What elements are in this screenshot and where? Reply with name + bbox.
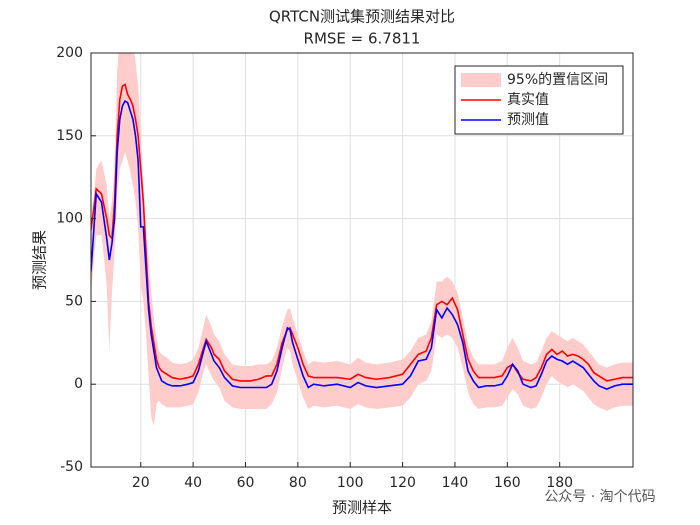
y-tick-label: 150 [56,128,83,144]
chart-subtitle: RMSE = 6.7811 [304,30,421,48]
y-tick-label: 200 [56,45,83,61]
x-tick-label: 140 [442,475,469,491]
x-tick-label: 80 [289,475,307,491]
axes-box [90,52,634,468]
y-tick-label: 0 [74,376,83,392]
x-tick-label: 120 [389,475,416,491]
x-tick-label: 20 [132,475,150,491]
legend-label: 真实值 [507,92,549,108]
series-line [91,83,633,382]
legend-swatch [461,73,501,87]
y-axis-label: 预测结果 [31,230,49,290]
y-tick-label: 100 [56,211,83,227]
chart-title: QRTCN测试集预测结果对比 [269,8,455,26]
legend-label: 95%的置信区间 [507,72,608,88]
x-tick-label: 160 [494,475,521,491]
x-tick-label: 40 [184,475,202,491]
legend-label: 预测值 [507,112,549,128]
watermark: 公众号 · 淘个代码 [544,489,655,505]
x-tick-label: 180 [546,475,573,491]
y-tick-label: 50 [65,293,83,309]
x-tick-label: 60 [237,475,255,491]
x-axis-label: 预测样本 [332,499,392,517]
series-line [91,99,633,391]
y-tick-label: -50 [60,459,83,475]
x-tick-label: 100 [337,475,364,491]
